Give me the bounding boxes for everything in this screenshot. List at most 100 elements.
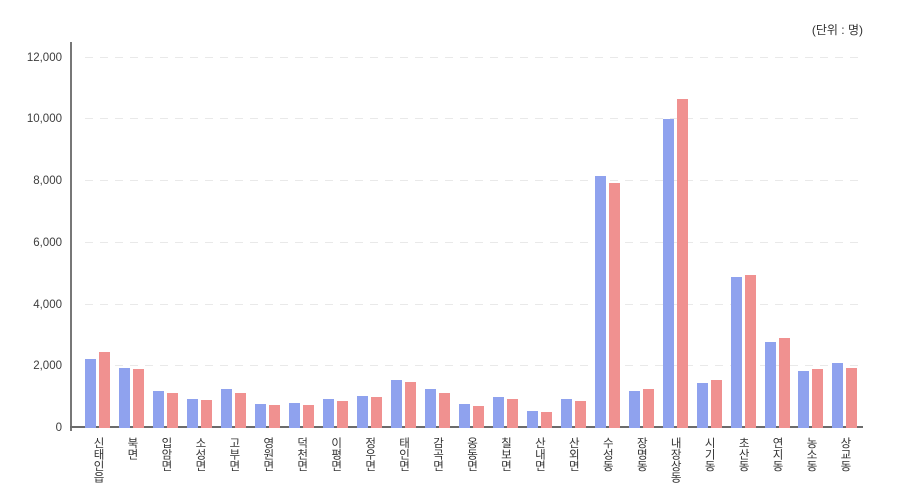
x-label-slot: 북면 (115, 437, 149, 483)
bar-group (454, 42, 488, 428)
x-axis-label: 칠보면 (499, 437, 512, 472)
bar-group (794, 42, 828, 428)
bar-red[interactable] (405, 381, 417, 428)
bar-group (522, 42, 556, 428)
x-axis-label: 시기동 (703, 437, 716, 472)
x-label-slot: 칠보면 (488, 437, 522, 483)
bar-blue[interactable] (730, 276, 742, 428)
x-label-slot: 수성동 (590, 437, 624, 483)
bar-red[interactable] (812, 369, 824, 428)
bar-blue[interactable] (696, 383, 708, 428)
bar-blue[interactable] (153, 390, 165, 428)
x-label-slot: 영원면 (251, 437, 285, 483)
bar-blue[interactable] (492, 397, 504, 428)
bar-red[interactable] (235, 392, 247, 428)
bar-group (726, 42, 760, 428)
bar-group (251, 42, 285, 428)
bar-red[interactable] (439, 392, 450, 428)
bar-blue[interactable] (85, 358, 97, 428)
y-axis-label: 10,000 (26, 113, 62, 126)
bar-group (387, 42, 421, 428)
bar-blue[interactable] (357, 395, 369, 428)
x-label-slot: 신태인읍 (81, 437, 115, 483)
y-axis-label: 4,000 (33, 298, 62, 311)
bar-blue[interactable] (187, 398, 199, 428)
bar-red[interactable] (846, 367, 858, 428)
bar-blue[interactable] (425, 389, 436, 428)
bar-blue[interactable] (323, 398, 335, 428)
bar-blue[interactable] (764, 341, 776, 428)
x-axis-label: 옹동면 (465, 437, 478, 472)
bar-red[interactable] (303, 405, 315, 428)
bar-red[interactable] (676, 99, 688, 428)
bar-blue[interactable] (594, 176, 606, 428)
bar-group (149, 42, 183, 428)
bar-red[interactable] (371, 397, 383, 428)
x-axis-label: 감곡면 (431, 437, 444, 472)
bar-red[interactable] (99, 352, 111, 428)
bar-blue[interactable] (526, 410, 538, 428)
bar-group (319, 42, 353, 428)
bar-red[interactable] (133, 369, 145, 428)
bar-group (658, 42, 692, 428)
bar-group (421, 42, 455, 428)
x-label-slot: 정우면 (353, 437, 387, 483)
gridline (85, 118, 862, 120)
bar-blue[interactable] (832, 363, 844, 428)
bar-group (81, 42, 115, 428)
y-axis-label: 8,000 (33, 175, 62, 187)
bar-red[interactable] (472, 406, 484, 428)
bar-red[interactable] (710, 380, 722, 428)
x-axis-label: 정우면 (363, 437, 376, 472)
bar-red[interactable] (337, 400, 349, 428)
x-label-slot: 장명동 (624, 437, 658, 483)
bar-blue[interactable] (628, 390, 640, 428)
bar-blue[interactable] (391, 380, 403, 428)
bar-red[interactable] (778, 338, 790, 428)
x-axis-label: 입암면 (159, 437, 172, 472)
x-axis-label: 덕천면 (295, 437, 308, 472)
y-axis-line (70, 42, 72, 431)
bar-group (556, 42, 590, 428)
bar-group (353, 42, 387, 428)
bar-red[interactable] (642, 389, 654, 428)
bar-red[interactable] (574, 401, 586, 428)
x-label-slot: 상교동 (828, 437, 862, 483)
bar-red[interactable] (540, 412, 552, 428)
bar-red[interactable] (744, 275, 756, 428)
bar-red[interactable] (269, 405, 281, 428)
bar-group (217, 42, 251, 428)
bar-blue[interactable] (255, 403, 267, 428)
bar-blue[interactable] (662, 119, 674, 428)
x-axis-label: 고부면 (227, 437, 240, 472)
x-axis-label: 북면 (125, 437, 138, 460)
x-axis-label: 산내면 (533, 437, 546, 472)
x-label-slot: 옹동면 (454, 437, 488, 483)
bar-red[interactable] (167, 392, 179, 428)
x-label-slot: 산외면 (556, 437, 590, 483)
x-label-slot: 연지동 (760, 437, 794, 483)
bar-blue[interactable] (289, 403, 301, 428)
bar-red[interactable] (201, 400, 213, 428)
bar-blue[interactable] (560, 398, 572, 428)
bar-group (624, 42, 658, 428)
x-axis-label: 장명동 (635, 437, 648, 472)
x-label-slot: 입암면 (149, 437, 183, 483)
bar-blue[interactable] (458, 403, 470, 428)
x-axis-label: 초산동 (737, 437, 750, 472)
bar-red[interactable] (506, 398, 518, 428)
bar-blue[interactable] (221, 389, 233, 428)
x-label-slot: 농소동 (794, 437, 828, 483)
gridline (85, 56, 862, 58)
gridline (85, 303, 862, 305)
x-axis-label: 산외면 (567, 437, 580, 472)
x-label-slot: 산내면 (522, 437, 556, 483)
x-axis-label: 연지동 (771, 437, 784, 472)
bar-blue[interactable] (119, 367, 131, 428)
bars-row (71, 42, 862, 428)
bar-red[interactable] (608, 182, 620, 428)
y-axis-label: 6,000 (33, 236, 62, 249)
x-label-slot: 덕천면 (285, 437, 319, 483)
bar-blue[interactable] (798, 370, 810, 428)
